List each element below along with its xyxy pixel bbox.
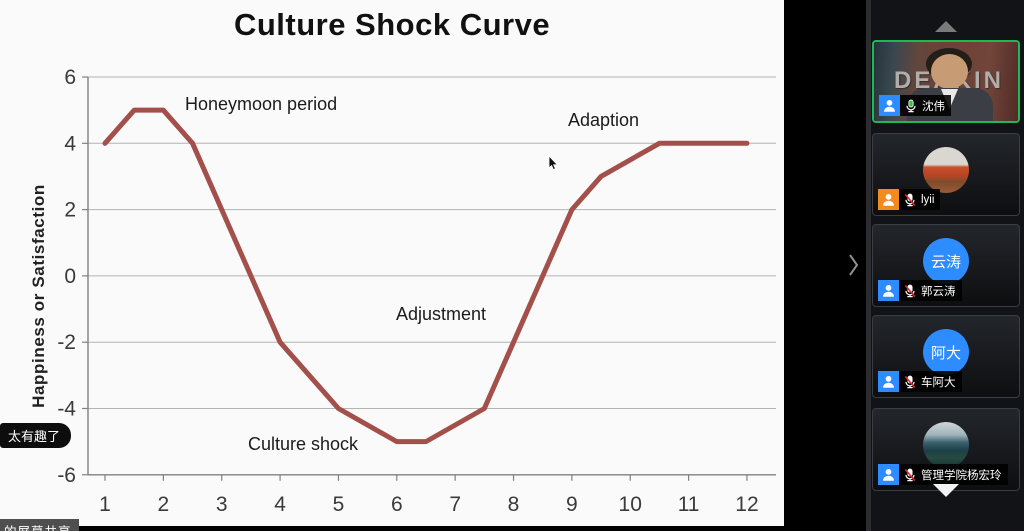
- tiananmen-photo-avatar: [923, 147, 969, 193]
- svg-text:10: 10: [619, 493, 642, 516]
- svg-text:-6: -6: [57, 464, 76, 487]
- svg-text:7: 7: [449, 493, 461, 516]
- chat-message-bubble[interactable]: 太有趣了: [0, 423, 72, 448]
- chart-annotation-1: Adaption: [568, 110, 640, 130]
- svg-text:5: 5: [333, 493, 345, 516]
- y-axis-title: Happiness or Satisfaction: [29, 184, 48, 408]
- sidebar-scrollbar[interactable]: [866, 0, 871, 531]
- participant-name: 车阿大: [921, 376, 956, 389]
- svg-text:2: 2: [64, 199, 76, 222]
- participant-name: 郭云涛: [921, 285, 956, 298]
- person-icon: [883, 375, 894, 388]
- svg-text:-4: -4: [57, 397, 76, 420]
- chart-annotation-3: Culture shock: [248, 434, 359, 454]
- mic-icon: [906, 99, 916, 112]
- person-icon: [883, 284, 894, 297]
- person-icon: [883, 468, 894, 481]
- scroll-up-icon[interactable]: [935, 21, 957, 32]
- svg-text:4: 4: [64, 132, 76, 155]
- svg-text:4: 4: [274, 493, 286, 516]
- mouse-cursor-icon: [548, 156, 559, 171]
- mic-muted-icon: [904, 468, 916, 481]
- svg-text:6: 6: [64, 66, 76, 89]
- screen-share-status-label: 的屏幕共享: [0, 519, 79, 531]
- person-badge: [878, 280, 899, 301]
- initials-avatar: 云涛: [923, 238, 969, 284]
- participant-name-row: 车阿大: [878, 371, 962, 392]
- participant-name-row: lyii: [878, 189, 941, 210]
- svg-text:6: 6: [391, 493, 403, 516]
- participant-tile-4[interactable]: 阿大 车阿大: [872, 315, 1020, 398]
- lake-photo-avatar: [923, 422, 969, 468]
- mic-muted-icon: [904, 193, 916, 206]
- mic-muted-icon: [904, 375, 916, 388]
- svg-text:11: 11: [678, 493, 700, 516]
- svg-text:9: 9: [566, 493, 578, 516]
- participant-name-row: 沈伟: [879, 95, 951, 116]
- chart-annotation-2: Adjustment: [396, 304, 487, 324]
- svg-text:12: 12: [735, 493, 758, 516]
- participant-tile-5[interactable]: 管理学院杨宏玲: [872, 408, 1020, 491]
- mic-muted-icon: [904, 284, 916, 297]
- svg-text:2: 2: [158, 493, 170, 516]
- svg-text:0: 0: [64, 265, 76, 288]
- svg-text:3: 3: [216, 493, 228, 516]
- person-badge: [878, 464, 899, 485]
- chevron-right-icon[interactable]: [849, 253, 859, 277]
- svg-text:-2: -2: [57, 331, 76, 354]
- chart-title: Culture Shock Curve: [233, 7, 551, 42]
- person-badge: [878, 189, 899, 210]
- svg-text:1: 1: [99, 493, 111, 516]
- participant-name: 管理学院杨宏玲: [921, 469, 1002, 482]
- participant-name-row: 郭云涛: [878, 280, 962, 301]
- person-icon: [884, 99, 895, 112]
- participant-tile-3[interactable]: 云涛 郭云涛: [872, 224, 1020, 307]
- scroll-down-icon[interactable]: [933, 484, 959, 497]
- svg-text:8: 8: [508, 493, 520, 516]
- shared-screen-slide: 6 4 2 0 -2 -4 -6 1 2 3 4 5 6 7 8 9 10 11 12 Culture Shock …: [0, 0, 784, 526]
- person-icon: [883, 193, 894, 206]
- chart-annotation-0: Honeymoon period: [185, 94, 338, 114]
- participant-name: 沈伟: [922, 100, 945, 113]
- participant-tile-2[interactable]: lyii: [872, 133, 1020, 216]
- participant-name-row: 管理学院杨宏玲: [878, 464, 1008, 485]
- participant-name: lyii: [921, 193, 935, 206]
- initials-avatar: 阿大: [923, 329, 969, 375]
- participant-tile-1[interactable]: DEAKIN沈伟: [872, 40, 1020, 123]
- person-badge: [878, 371, 899, 392]
- person-badge: [879, 95, 900, 116]
